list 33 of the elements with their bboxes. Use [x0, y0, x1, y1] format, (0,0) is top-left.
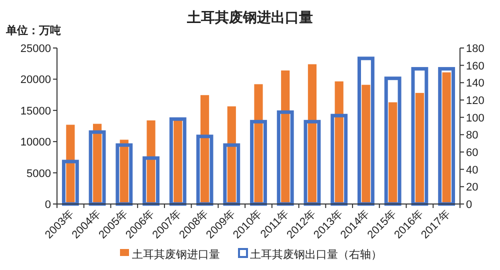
y-tick-label: 0 [44, 199, 51, 211]
bar [66, 124, 75, 204]
y2-tick-label: 120 [466, 95, 484, 107]
y-tick-label: 25000 [20, 43, 51, 55]
bar [388, 102, 398, 204]
bar [308, 64, 317, 204]
bar [334, 81, 344, 204]
bar [93, 124, 102, 204]
y2-tick-label: 20 [466, 182, 478, 194]
bar [362, 84, 370, 204]
legend-label: 土耳其废钢进口量 [132, 248, 220, 261]
text: 单位：万吨 [5, 24, 61, 37]
y2-tick-label: 60 [466, 147, 478, 159]
bar [200, 95, 210, 204]
bar [120, 140, 128, 204]
y2-tick-label: 80 [466, 130, 478, 142]
bar [146, 120, 156, 204]
bar [254, 84, 263, 204]
y-tick-label: 20000 [20, 74, 51, 86]
y-tick-label: 15000 [20, 105, 51, 118]
y2-tick-label: 40 [466, 164, 478, 176]
bar [281, 70, 290, 204]
y2-tick-label: 140 [466, 78, 484, 90]
y2-tick-label: 0 [466, 199, 472, 211]
y2-tick-label: 160 [466, 60, 484, 72]
y-tick-label: 5000 [26, 168, 51, 180]
y2-tick-label: 100 [466, 112, 484, 124]
bar [415, 92, 424, 204]
legend-label: 土耳其废钢出口量（右轴） [250, 248, 382, 261]
y-tick-label: 10000 [20, 136, 51, 149]
y2-tick-label: 180 [466, 43, 484, 55]
chart-title: 土耳其废钢进出口量 [186, 9, 313, 25]
bar [227, 106, 236, 204]
